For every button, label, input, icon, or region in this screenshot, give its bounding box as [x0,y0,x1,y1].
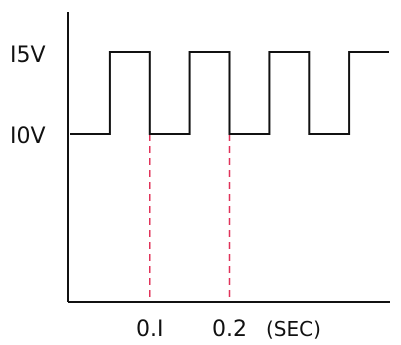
y-tick-label-10v: I0V [10,124,46,149]
y-tick-label-15v: I5V [10,43,46,68]
x-unit-label: (SEC) [266,317,321,341]
square-wave-series [70,51,389,135]
x-tick-label-0-1: 0.I [136,317,163,342]
x-tick-label-0-2: 0.2 [212,317,247,342]
